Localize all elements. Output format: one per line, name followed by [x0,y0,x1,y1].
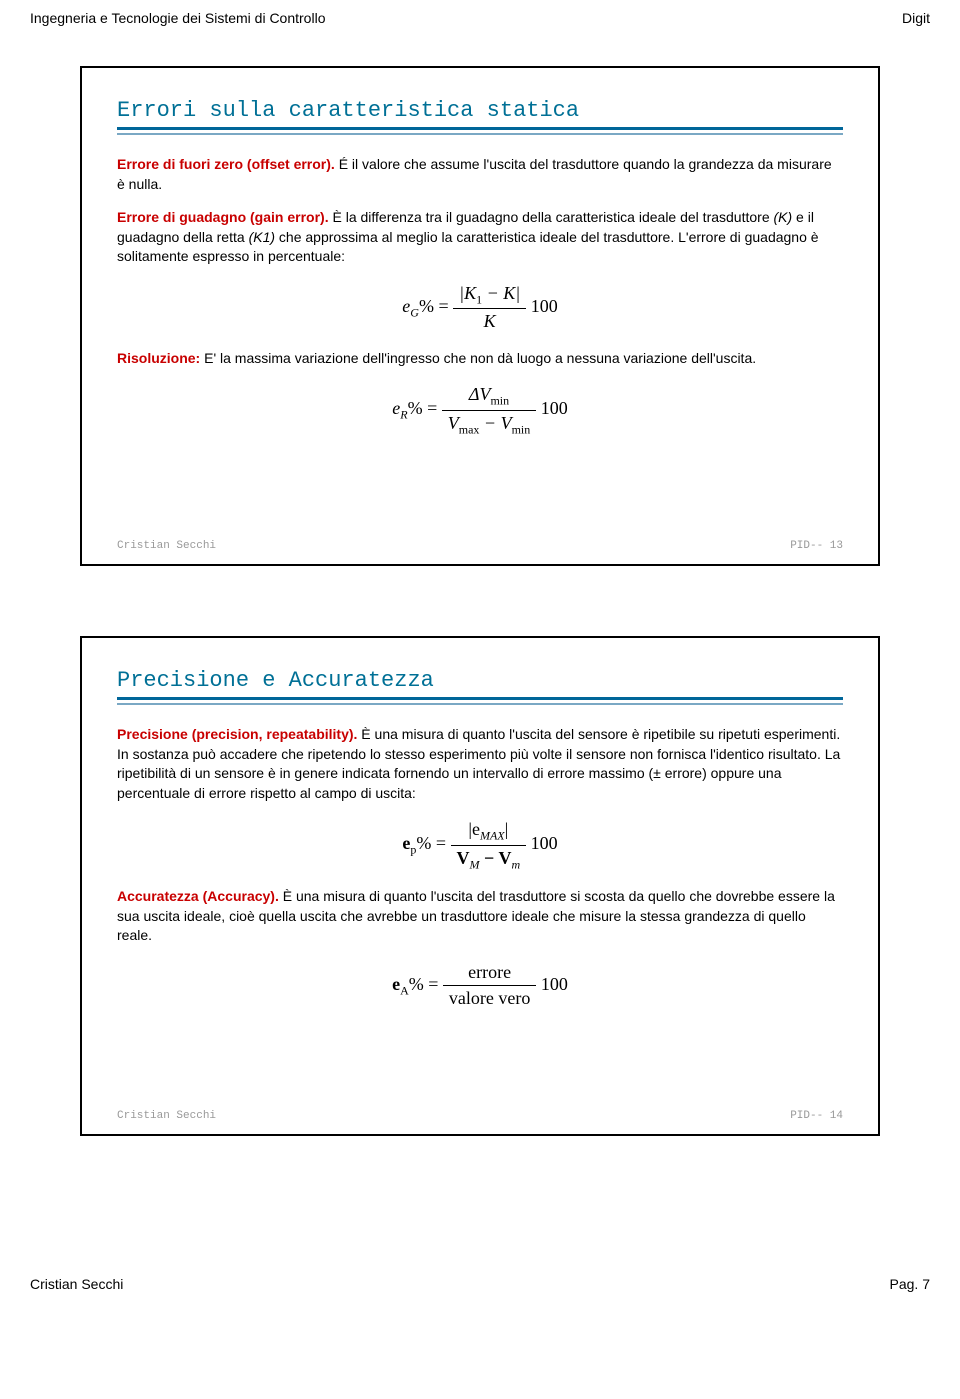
f2-times: 100 [541,398,568,418]
title-underline [117,697,843,700]
f4-var: e [392,974,400,994]
term-offset: Errore di fuori zero (offset error). [117,156,335,172]
f4-den: valore vero [443,986,536,1011]
f4-times: 100 [541,974,568,994]
slide-title: Errori sulla caratteristica statica [117,98,843,123]
footer-right: Pag. 7 [890,1276,930,1292]
italic-k: (K) [774,209,793,225]
header-left: Ingegneria e Tecnologie dei Sistemi di C… [30,10,325,26]
slide-body: Precisione (precision, repeatability). È… [117,725,843,1065]
para-risoluzione: Risoluzione: E' la massima variazione de… [117,349,843,369]
f3-den-l: V [457,848,470,868]
f3-num-r: | [505,819,509,839]
term-gain: Errore di guadagno (gain error). [117,209,329,225]
title-underline2 [117,133,843,135]
f3-den-m: − V [480,848,512,868]
f3-den: VM − Vm [451,846,527,873]
f3-num-l: |e [468,819,480,839]
f3-frac: |eMAX| VM − Vm [451,817,527,873]
slide-body: Errore di fuori zero (offset error). É i… [117,155,843,482]
f3-den-s1: M [470,857,480,871]
header-right: Digit [902,10,930,26]
f3-pct: % = [416,833,446,853]
f1-times: 100 [531,296,558,316]
f3-den-s2: m [511,857,520,871]
para-precisione: Precisione (precision, repeatability). È… [117,725,843,803]
slide-footer: Cristian Secchi PID-- 13 [117,540,843,552]
slide-footer: Cristian Secchi PID-- 14 [117,1110,843,1122]
formula-gain-error: eG% = |K1 − K| K 100 [117,281,843,335]
f2-den-s1: max [459,422,480,436]
f2-frac: ΔVmin Vmax − Vmin [442,382,537,438]
para-accuratezza: Accuratezza (Accuracy). È una misura di … [117,887,843,946]
f4-sub: A [400,983,409,997]
term-risoluzione: Risoluzione: [117,350,200,366]
slide-1: Errori sulla caratteristica statica Erro… [80,66,880,566]
term-accuratezza: Accuratezza (Accuracy). [117,888,279,904]
slide-title: Precisione e Accuratezza [117,668,843,693]
f2-pct: % = [408,398,438,418]
f2-num: ΔVmin [442,382,537,410]
f2-den-l: V [448,413,459,433]
f3-num: |eMAX| [451,817,527,845]
slide-footer-left: Cristian Secchi [117,540,216,552]
f1-pct: % = [419,296,449,316]
slides-container: Errori sulla caratteristica statica Erro… [0,36,960,1266]
slide-footer-right: PID-- 13 [790,540,843,552]
page-footer: Cristian Secchi Pag. 7 [0,1266,960,1312]
f4-num: errore [443,960,536,986]
para-offset-error: Errore di fuori zero (offset error). É i… [117,155,843,194]
term-precisione: Precisione (precision, repeatability). [117,726,357,742]
f2-num-sub: min [490,394,509,408]
f4-pct: % = [409,974,439,994]
italic-k1: (K1) [249,229,275,245]
f3-num-sub: MAX [480,829,505,843]
f1-num-left: |K [459,283,476,303]
slide-footer-right: PID-- 14 [790,1110,843,1122]
f3-times: 100 [531,833,558,853]
f1-num-right: − K| [482,283,520,303]
f1-den: K [453,309,526,334]
para-gain-error: Errore di guadagno (gain error). È la di… [117,208,843,267]
formula-risoluzione: eR% = ΔVmin Vmax − Vmin 100 [117,382,843,438]
f2-den-s2: min [512,422,531,436]
text-risoluzione: E' la massima variazione dell'ingresso c… [200,350,756,366]
page-header: Ingegneria e Tecnologie dei Sistemi di C… [0,0,960,36]
f4-frac: errore valore vero [443,960,536,1011]
f2-den: Vmax − Vmin [442,411,537,438]
f1-num: |K1 − K| [453,281,526,309]
f1-sub: G [410,305,419,319]
title-underline2 [117,703,843,705]
title-underline [117,127,843,130]
f2-den-m: − V [479,413,511,433]
footer-left: Cristian Secchi [30,1276,123,1292]
formula-precisione: ep% = |eMAX| VM − Vm 100 [117,817,843,873]
f2-num-d: ΔV [469,384,491,404]
slide-footer-left: Cristian Secchi [117,1110,216,1122]
text-gain1: È la differenza tra il guadagno della ca… [329,209,774,225]
f2-sub: R [400,408,407,422]
slide-2: Precisione e Accuratezza Precisione (pre… [80,636,880,1136]
formula-accuratezza: eA% = errore valore vero 100 [117,960,843,1011]
f1-frac: |K1 − K| K [453,281,526,335]
